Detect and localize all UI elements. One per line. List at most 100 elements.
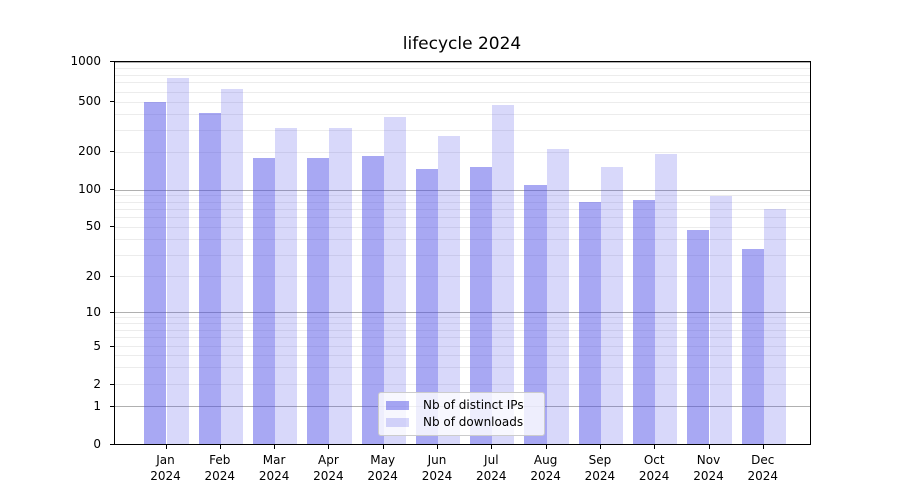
bar-downloads-feb — [220, 88, 243, 444]
bar-downloads-jun — [438, 135, 461, 444]
bar-downloads-aug — [546, 149, 569, 444]
bar-distinct-ips-dec — [741, 249, 764, 444]
minor-gridline — [114, 130, 810, 132]
minor-gridline — [114, 82, 810, 84]
y-tick-label: 2 — [93, 377, 101, 392]
minor-gridline — [114, 329, 810, 331]
x-tick-label: Jul 2024 — [476, 453, 507, 483]
y-tick-label: 10 — [85, 304, 101, 319]
bar-distinct-ips-sep — [578, 201, 601, 444]
y-tick-mark — [109, 226, 114, 228]
y-tick-label: 100 — [78, 181, 101, 196]
minor-gridline — [114, 67, 810, 69]
y-tick-label: 200 — [78, 144, 101, 159]
minor-gridline — [114, 114, 810, 116]
legend-swatch-downloads — [386, 417, 409, 427]
major-gridline — [114, 312, 810, 314]
minor-gridline — [114, 201, 810, 203]
minor-gridline — [114, 346, 810, 348]
y-tick-mark — [109, 101, 114, 103]
minor-gridline — [114, 239, 810, 241]
y-tick-label: 1000 — [70, 53, 101, 68]
y-tick-label: 1 — [93, 398, 101, 413]
bar-distinct-ips-may — [361, 155, 384, 444]
x-tick-mark — [165, 444, 167, 449]
bar-downloads-jan — [166, 78, 189, 444]
bar-distinct-ips-jan — [144, 102, 167, 444]
minor-gridline — [114, 254, 810, 256]
y-tick-mark — [109, 405, 114, 407]
y-tick-mark — [109, 276, 114, 278]
y-tick-mark — [109, 188, 114, 190]
x-tick-mark — [708, 444, 710, 449]
bar-downloads-may — [383, 117, 406, 444]
x-tick-mark — [599, 444, 601, 449]
bar-distinct-ips-feb — [198, 113, 221, 444]
y-tick-mark — [109, 60, 114, 62]
x-tick-mark — [545, 444, 547, 449]
legend-label-distinct-ips: Nb of distinct IPs — [423, 398, 524, 412]
chart-title: lifecycle 2024 — [402, 34, 522, 54]
x-tick-label: Oct 2024 — [638, 453, 670, 483]
x-tick-label: Dec 2024 — [747, 453, 779, 483]
legend-item-downloads: Nb of downloads — [386, 414, 536, 431]
legend-label-downloads: Nb of downloads — [423, 415, 524, 429]
bar-distinct-ips-nov — [687, 230, 710, 444]
bar-downloads-nov — [709, 196, 732, 444]
legend: Nb of distinct IPs Nb of downloads — [378, 391, 545, 436]
bar-downloads-mar — [275, 128, 298, 444]
minor-gridline — [114, 337, 810, 339]
minor-gridline — [114, 74, 810, 76]
minor-gridline — [114, 195, 810, 197]
y-tick-mark — [109, 384, 114, 386]
major-gridline — [114, 61, 810, 63]
minor-gridline — [114, 208, 810, 210]
y-tick-mark — [109, 311, 114, 313]
minor-gridline — [114, 91, 810, 93]
bar-downloads-dec — [763, 208, 786, 444]
x-tick-label: May 2024 — [367, 453, 398, 483]
x-tick-mark — [762, 444, 764, 449]
x-tick-label: Mar 2024 — [258, 453, 290, 483]
minor-gridline — [114, 367, 810, 369]
bar-distinct-ips-jul — [470, 166, 493, 444]
minor-gridline — [114, 317, 810, 319]
bar-distinct-ips-oct — [633, 200, 656, 444]
y-tick-label: 0 — [93, 436, 101, 451]
minor-gridline — [114, 217, 810, 219]
y-tick-label: 500 — [78, 94, 101, 109]
bar-downloads-apr — [329, 128, 352, 444]
minor-gridline — [114, 384, 810, 386]
legend-swatch-distinct-ips — [386, 400, 409, 410]
plot-area — [113, 60, 811, 445]
minor-gridline — [114, 227, 810, 229]
x-tick-mark — [328, 444, 330, 449]
x-tick-mark — [437, 444, 438, 449]
y-tick-label: 20 — [85, 269, 101, 284]
x-tick-label: Jan 2024 — [150, 453, 181, 483]
x-tick-label: Sep 2024 — [584, 453, 616, 483]
minor-gridline — [114, 323, 810, 325]
bar-distinct-ips-jun — [415, 168, 438, 444]
x-tick-label: Apr 2024 — [313, 453, 344, 483]
bar-downloads-jul — [492, 105, 515, 444]
x-tick-mark — [491, 444, 493, 449]
bar-distinct-ips-apr — [307, 157, 330, 444]
x-tick-mark — [654, 444, 656, 449]
x-tick-mark — [382, 444, 384, 449]
minor-gridline — [114, 355, 810, 357]
legend-item-distinct-ips: Nb of distinct IPs — [386, 397, 536, 414]
minor-gridline — [114, 102, 810, 104]
bar-distinct-ips-aug — [524, 185, 547, 444]
y-tick-label: 50 — [85, 219, 101, 234]
bar-downloads-oct — [655, 154, 678, 444]
x-tick-mark — [219, 444, 221, 449]
y-tick-mark — [109, 151, 114, 153]
y-tick-label: 5 — [93, 338, 101, 353]
x-tick-label: Aug 2024 — [530, 453, 561, 483]
y-tick-mark — [109, 443, 114, 445]
x-tick-mark — [274, 444, 276, 449]
minor-gridline — [114, 152, 810, 154]
major-gridline — [114, 189, 810, 191]
